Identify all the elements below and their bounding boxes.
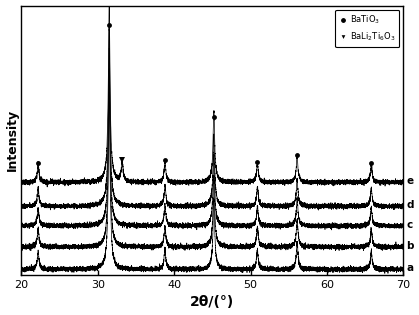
Y-axis label: Intensity: Intensity	[5, 109, 18, 171]
Text: b: b	[406, 241, 414, 250]
Text: a: a	[406, 263, 414, 273]
X-axis label: 2θ/(°): 2θ/(°)	[190, 295, 235, 309]
Legend: BaTiO$_3$, BaLi$_2$Ti$_6$O$_3$: BaTiO$_3$, BaLi$_2$Ti$_6$O$_3$	[335, 10, 399, 47]
Text: c: c	[406, 220, 413, 230]
Text: e: e	[406, 176, 414, 186]
Text: d: d	[406, 200, 414, 210]
